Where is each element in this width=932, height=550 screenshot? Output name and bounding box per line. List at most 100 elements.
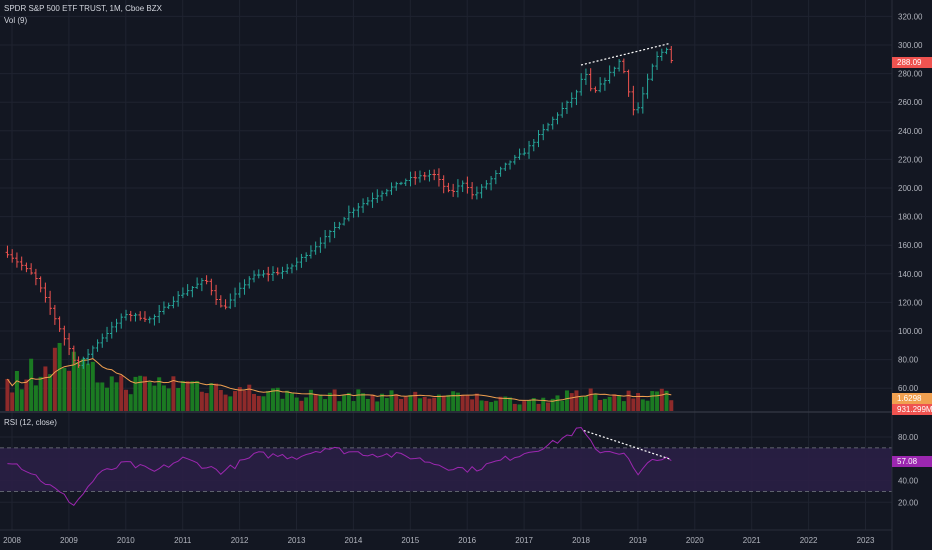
candle — [593, 86, 598, 93]
candle — [57, 316, 62, 332]
symbol-title[interactable]: SPDR S&P 500 ETF TRUST, 1M, Cboe BZX — [4, 4, 162, 13]
time-tick-label: 2010 — [117, 536, 135, 545]
price-tick-label: 180.00 — [898, 213, 923, 222]
time-tick-label: 2012 — [231, 536, 249, 545]
candle — [598, 77, 602, 93]
volume-bar — [631, 398, 636, 411]
candle — [195, 277, 199, 289]
candle — [560, 102, 565, 118]
volume-bar — [304, 397, 309, 411]
candle — [659, 48, 664, 61]
candle — [527, 140, 531, 159]
candle — [645, 73, 650, 99]
volume-bar — [199, 391, 204, 411]
candle — [15, 252, 19, 268]
candle — [76, 356, 81, 368]
volume-bar — [152, 385, 157, 411]
candle — [555, 112, 560, 125]
rsi-tick-label: 80.00 — [898, 433, 919, 442]
candle — [669, 46, 674, 64]
candle — [347, 205, 351, 222]
volume-bar — [242, 390, 247, 411]
volume-bar — [294, 397, 299, 411]
price-tick-label: 260.00 — [898, 98, 923, 107]
candle — [508, 160, 512, 170]
volume-bar — [498, 396, 503, 411]
volume-indicator-label[interactable]: Vol (9) — [4, 16, 28, 25]
candle — [517, 148, 522, 160]
candle — [584, 68, 588, 85]
volume-bar — [90, 361, 95, 411]
candle — [86, 349, 90, 366]
candle — [356, 202, 361, 218]
volume-bar — [57, 342, 62, 411]
candle — [294, 257, 299, 271]
candle — [384, 188, 389, 197]
volume-bar — [157, 377, 162, 411]
volume-bar — [427, 398, 432, 411]
candle — [664, 47, 669, 55]
volume-bar — [451, 391, 456, 411]
rsi-indicator-label[interactable]: RSI (12, close) — [4, 418, 57, 427]
time-tick-label: 2018 — [572, 536, 590, 545]
candle — [650, 63, 655, 82]
volume-bar — [664, 390, 669, 411]
volume-bar — [52, 347, 57, 411]
candle — [612, 66, 617, 77]
volume-bar — [237, 387, 242, 411]
volume-bar — [214, 383, 219, 411]
candle — [479, 184, 484, 199]
candle — [62, 325, 67, 346]
candle — [522, 148, 527, 156]
candle — [34, 268, 38, 286]
volume-bar — [218, 389, 223, 411]
price-axis[interactable]: 60.00 80.00 100.00 120.00 140.00 160.00 180.00… — [898, 12, 923, 393]
candle — [484, 180, 489, 190]
candle — [280, 266, 285, 279]
volume-bar — [95, 382, 100, 411]
time-tick-label: 2011 — [174, 536, 192, 545]
candle — [143, 311, 147, 323]
volume-bar — [356, 389, 361, 411]
rsi-value-badge: 57.08 — [892, 456, 932, 468]
candle — [109, 321, 114, 339]
volume-bar — [588, 388, 593, 411]
price-candles[interactable] — [5, 46, 674, 369]
volume-bar — [531, 398, 536, 411]
candle — [285, 263, 290, 274]
candle — [53, 304, 57, 325]
candle — [10, 249, 14, 263]
volume-bar — [417, 398, 422, 411]
candle — [185, 284, 190, 296]
candle — [441, 175, 446, 194]
candle — [617, 59, 621, 72]
candle — [574, 89, 579, 106]
time-axis[interactable]: 2008 2009 2010 2011 2012 2013 2014 2015 2016 2017… — [3, 536, 875, 545]
volume-bar — [166, 388, 171, 411]
candle — [375, 189, 380, 203]
candle — [655, 51, 659, 70]
volume-bar — [626, 390, 631, 411]
candle — [309, 245, 313, 259]
candle — [29, 263, 33, 275]
rsi-trendline[interactable] — [583, 429, 670, 460]
candle — [242, 279, 247, 295]
volume-bar — [536, 403, 541, 411]
candle — [152, 314, 157, 326]
volume-bar — [555, 395, 560, 411]
volume-bar — [133, 376, 138, 411]
volume-bar — [389, 390, 394, 411]
last-price-badge: 288.09 — [892, 56, 932, 68]
price-trendline[interactable] — [580, 42, 670, 66]
volume-bar — [109, 376, 114, 411]
volume-bar — [645, 400, 650, 411]
volume-bar — [560, 400, 565, 411]
volume-ma-line — [6, 358, 672, 402]
volume-bar — [308, 389, 313, 411]
candle — [43, 282, 48, 303]
price-tick-label: 100.00 — [898, 327, 923, 336]
volume-bar — [527, 400, 532, 411]
volume-bar — [579, 396, 584, 411]
time-tick-label: 2019 — [629, 536, 647, 545]
